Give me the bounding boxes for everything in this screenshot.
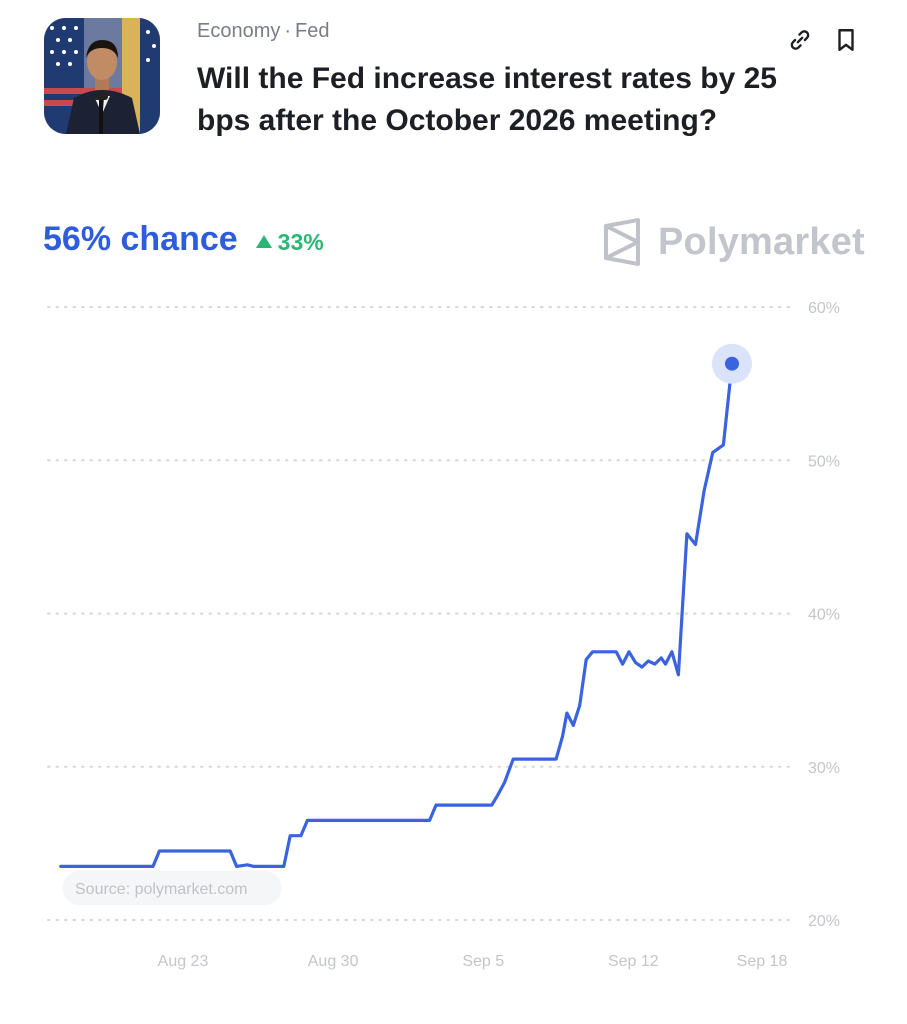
y-tick-label: 30% (808, 760, 840, 777)
polymarket-mark-icon (604, 218, 640, 266)
brand-name: Polymarket (658, 220, 865, 263)
breadcrumb: Economy · Fed (197, 20, 330, 43)
market-question: Will the Fed increase interest rates by … (197, 62, 777, 137)
source-label: Source: polymarket.com (75, 881, 248, 898)
probability-chart[interactable]: 60% 50% 40% 30% 20% Aug 23 Aug 30 Sep 5 Sep 12 Se… (0, 280, 907, 980)
x-tick-label: Sep 18 (737, 953, 788, 970)
last-point-marker (724, 356, 739, 371)
bookmark-icon (838, 29, 854, 51)
chance-value: 56% chance (43, 220, 238, 258)
copy-link-button[interactable] (784, 24, 816, 56)
link-icon (790, 30, 810, 50)
y-tick-label: 40% (808, 607, 840, 624)
x-tick-label: Aug 23 (158, 953, 209, 970)
bookmark-button[interactable] (830, 24, 862, 56)
probability-summary: 56% chance 33% (43, 220, 324, 259)
change-indicator: 33% (255, 229, 324, 256)
x-tick-label: Aug 30 (308, 953, 359, 970)
market-thumbnail (44, 18, 160, 134)
series-line (59, 362, 734, 868)
y-tick-label: 20% (808, 913, 840, 930)
breadcrumb-separator: · (284, 20, 292, 42)
breadcrumb-subcategory[interactable]: Fed (295, 20, 330, 42)
breadcrumb-category[interactable]: Economy (197, 20, 281, 42)
source-badge (62, 871, 282, 905)
polymarket-logo: Polymarket (602, 218, 865, 266)
speaker-photo (44, 18, 160, 134)
y-tick-label: 60% (808, 300, 840, 317)
change-value: 33% (277, 229, 324, 255)
triangle-up-icon (255, 235, 272, 248)
y-tick-label: 50% (808, 453, 840, 470)
x-tick-label: Sep 12 (608, 953, 659, 970)
x-tick-label: Sep 5 (462, 953, 504, 970)
